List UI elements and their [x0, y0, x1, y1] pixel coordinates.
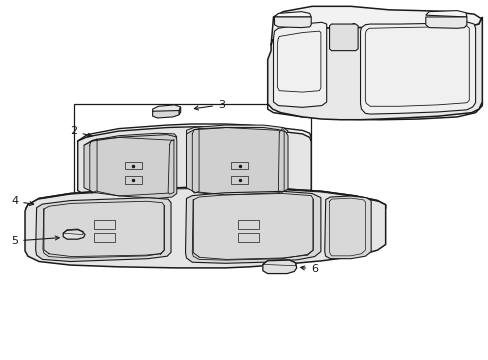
Polygon shape — [329, 24, 357, 51]
Bar — [230, 176, 248, 184]
Bar — [124, 162, 142, 169]
Polygon shape — [274, 17, 310, 28]
Polygon shape — [267, 17, 481, 120]
Polygon shape — [186, 125, 287, 138]
Bar — [74, 104, 310, 210]
Polygon shape — [425, 17, 466, 28]
Text: 6: 6 — [300, 264, 318, 274]
Bar — [124, 176, 142, 184]
Polygon shape — [270, 6, 480, 45]
Polygon shape — [179, 107, 180, 115]
Polygon shape — [152, 111, 179, 118]
Bar — [230, 162, 248, 169]
Polygon shape — [84, 133, 177, 147]
Polygon shape — [186, 127, 287, 195]
Text: 1: 1 — [340, 23, 357, 33]
Polygon shape — [425, 10, 466, 17]
Polygon shape — [185, 192, 320, 263]
Polygon shape — [78, 127, 310, 206]
Polygon shape — [152, 105, 180, 113]
Polygon shape — [263, 260, 296, 274]
Bar — [94, 220, 115, 229]
Polygon shape — [78, 124, 310, 152]
Bar — [237, 220, 259, 229]
Polygon shape — [63, 230, 85, 239]
Polygon shape — [84, 135, 177, 198]
Polygon shape — [26, 187, 385, 225]
Text: 3: 3 — [194, 100, 224, 110]
Text: 5: 5 — [11, 236, 59, 246]
Polygon shape — [360, 22, 475, 114]
Text: 4: 4 — [11, 196, 34, 206]
Polygon shape — [25, 187, 385, 268]
Polygon shape — [324, 196, 370, 259]
Polygon shape — [36, 198, 171, 261]
Text: 2: 2 — [70, 126, 92, 137]
Polygon shape — [273, 22, 326, 107]
Bar — [94, 233, 115, 242]
Polygon shape — [274, 12, 310, 17]
Bar — [237, 233, 259, 242]
